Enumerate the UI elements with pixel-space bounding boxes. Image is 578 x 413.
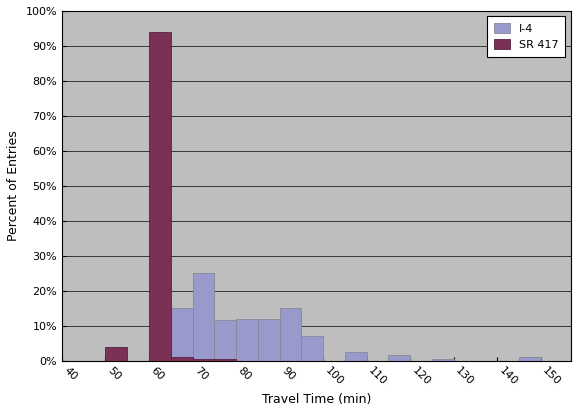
Bar: [388, 355, 410, 361]
Bar: [192, 359, 214, 361]
Bar: [214, 320, 236, 361]
Bar: [345, 352, 366, 361]
Bar: [149, 32, 171, 361]
X-axis label: Travel Time (min): Travel Time (min): [262, 393, 371, 406]
Bar: [301, 336, 323, 361]
Bar: [192, 273, 214, 361]
Bar: [214, 359, 236, 361]
Bar: [519, 357, 540, 361]
Bar: [258, 319, 280, 361]
Bar: [236, 319, 258, 361]
Bar: [149, 350, 171, 361]
Legend: I-4, SR 417: I-4, SR 417: [487, 17, 565, 57]
Bar: [106, 347, 127, 361]
Bar: [280, 308, 301, 361]
Bar: [432, 359, 454, 361]
Bar: [171, 308, 192, 361]
Bar: [171, 357, 192, 361]
Y-axis label: Percent of Entries: Percent of Entries: [7, 131, 20, 241]
